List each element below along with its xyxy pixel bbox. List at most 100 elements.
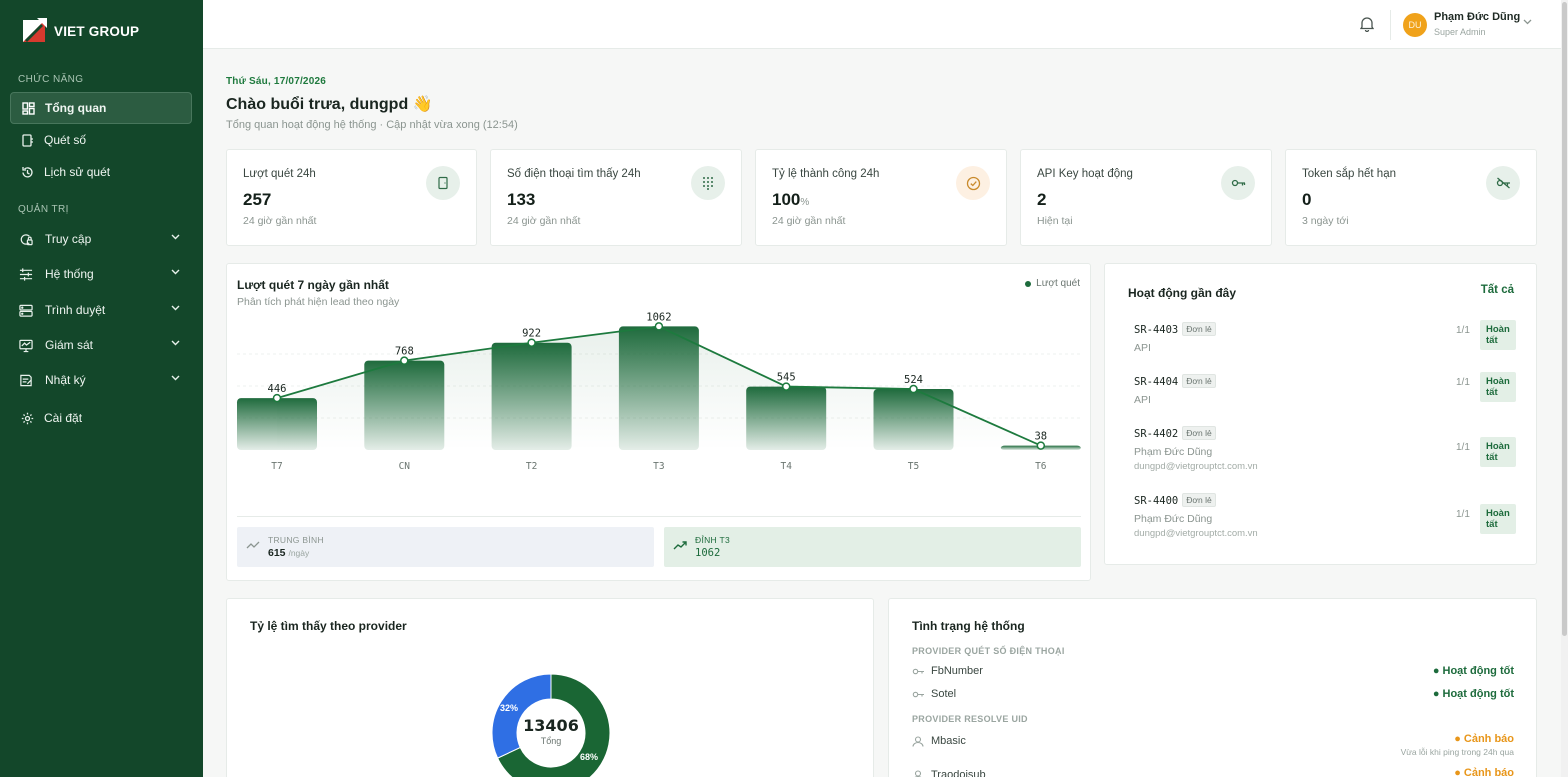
scrollbar-thumb[interactable] [1562, 2, 1567, 636]
user-name[interactable]: Phạm Đức Dũng [1434, 11, 1521, 23]
stat-title: API Key hoạt động [1037, 168, 1133, 180]
data-point[interactable] [400, 356, 409, 365]
stat-title: Lượt quét 24h [243, 168, 316, 180]
bell-icon[interactable] [1360, 16, 1374, 32]
x-tick-label: T7 [271, 461, 282, 472]
sidebar-item-label: Quét số [44, 133, 87, 147]
peak-label: ĐỈNH T3 [695, 535, 731, 545]
activity-source: Phạm Đức Dũng [1134, 446, 1213, 458]
provider-row[interactable]: Sotel ● Hoạt động tốt [912, 688, 1514, 706]
stat-value: 257 [243, 190, 272, 209]
activity-email: dungpd@vietgrouptct.com.vn [1134, 461, 1258, 472]
provider-row[interactable]: FbNumber ● Hoạt động tốt [912, 665, 1514, 683]
user-role: Super Admin [1434, 27, 1486, 37]
sidebar-item-history[interactable]: Lịch sử quét [10, 156, 192, 188]
activity-count: 1/1 [1456, 442, 1470, 453]
sidebar-item-logs[interactable]: Nhật ký [10, 364, 192, 396]
chevron-down-icon [171, 234, 180, 240]
activity-tag: Đơn lẻ [1182, 426, 1216, 440]
check-circle-icon [956, 166, 990, 200]
sidebar-item-monitor[interactable]: Giám sát [10, 329, 192, 361]
chart-bar[interactable] [746, 386, 827, 450]
scan-icon [20, 133, 34, 147]
stat-title: Số điện thoại tìm thấy 24h [507, 168, 641, 180]
data-point[interactable] [1036, 441, 1046, 450]
provider-status: ● Cảnh báo [1454, 767, 1514, 777]
activity-id: SR-4404 [1134, 376, 1179, 388]
monitor-icon [19, 338, 33, 352]
history-icon [20, 165, 34, 179]
chart-subtitle: Phân tích phát hiện lead theo ngày [237, 296, 400, 308]
chart-bar[interactable] [873, 389, 954, 450]
data-label: 524 [904, 374, 923, 386]
data-point[interactable] [781, 382, 791, 391]
dashboard-icon [21, 101, 35, 115]
stat-card-phones: Số điện thoại tìm thấy 24h 133 24 giờ gầ… [490, 149, 742, 246]
topbar: DU Phạm Đức Dũng Super Admin [203, 0, 1561, 49]
donut-slice[interactable] [491, 673, 552, 759]
activity-item[interactable]: SR-4403 Đơn lẻ API 1/1 Hoàn tất [1134, 320, 1516, 354]
data-point[interactable] [272, 393, 282, 403]
activity-item[interactable]: SR-4400 Đơn lẻ Phạm Đức Dũng dungpd@vietg… [1134, 491, 1516, 539]
key-off-icon [1486, 166, 1520, 200]
sidebar-item-overview[interactable]: Tổng quan [10, 92, 192, 124]
data-point[interactable] [654, 322, 664, 331]
chart-bar[interactable] [491, 342, 572, 450]
data-label: 1062 [646, 312, 671, 323]
activity-count: 1/1 [1456, 325, 1470, 336]
activity-id: SR-4402 [1134, 428, 1179, 440]
brand[interactable]: VIET GROUP [0, 0, 203, 62]
chevron-down-icon[interactable] [1523, 19, 1532, 25]
activity-item[interactable]: SR-4404 Đơn lẻ API 1/1 Hoàn tất [1134, 372, 1516, 406]
peak-summary: ĐỈNH T3 1062 [664, 527, 1081, 567]
sidebar-item-scan[interactable]: Quét số [10, 124, 192, 156]
sidebar-item-access[interactable]: Truy cập [10, 223, 192, 255]
trend-up-icon [673, 541, 687, 550]
data-point[interactable] [909, 384, 918, 394]
stat-value: 2 [1037, 190, 1047, 209]
chart-bar[interactable] [364, 360, 445, 450]
chart-legend[interactable]: Lượt quét [1025, 278, 1080, 289]
page-title: Chào buổi trưa, dungpd 👋 [226, 96, 433, 113]
chart-bar[interactable] [237, 398, 317, 450]
provider-status: ● Hoạt động tốt [1432, 688, 1514, 700]
stat-note: 24 giờ gần nhất [772, 215, 846, 227]
view-all-link[interactable]: Tất cả [1480, 284, 1514, 296]
sidebar-item-label: Cài đặt [44, 411, 83, 425]
provider-name: FbNumber [931, 665, 983, 677]
activity-source: API [1134, 342, 1151, 354]
chart-bar[interactable] [618, 326, 699, 450]
avatar[interactable]: DU [1403, 13, 1427, 37]
status-badge: Hoàn tất [1480, 320, 1516, 350]
status-badge: Hoàn tất [1480, 437, 1516, 467]
activity-source: Phạm Đức Dũng [1134, 513, 1213, 525]
activity-item[interactable]: SR-4402 Đơn lẻ Phạm Đức Dũng dungpd@vietg… [1134, 424, 1516, 472]
chevron-down-icon [171, 340, 180, 346]
data-point[interactable] [527, 338, 536, 347]
provider-ratio-title: Tỷ lệ tìm thấy theo provider [250, 619, 407, 633]
recent-activity-card: Hoạt động gần đây Tất cả SR-4403 Đơn lẻ A… [1104, 263, 1537, 565]
donut-slice[interactable] [496, 673, 611, 777]
topbar-divider [1390, 10, 1391, 40]
legend-label: Lượt quét [1036, 278, 1080, 289]
sidebar-item-label: Nhật ký [45, 373, 86, 387]
door-icon [426, 166, 460, 200]
section-label-features: CHỨC NĂNG [18, 74, 84, 85]
key-icon [912, 691, 924, 698]
sidebar-item-system[interactable]: Hệ thống [10, 258, 192, 290]
stat-value: 100% [772, 190, 810, 209]
access-icon [19, 232, 33, 246]
provider-status: ● Hoạt động tốt [1432, 665, 1514, 677]
sidebar-item-browser[interactable]: Trình duyệt [10, 294, 192, 326]
stat-title: Tỷ lệ thành công 24h [772, 168, 880, 180]
x-tick-label: T6 [1035, 461, 1047, 472]
provider-row[interactable]: Traodoisub ● Cảnh báo [912, 767, 1514, 777]
user-icon [912, 736, 924, 747]
status-badge: Hoàn tất [1480, 504, 1516, 534]
provider-row[interactable]: Mbasic ● Cảnh báo Vừa lỗi khi ping trong… [912, 733, 1514, 757]
chevron-down-icon [171, 305, 180, 311]
x-tick-label: T4 [780, 461, 792, 472]
donut-chart [491, 673, 611, 777]
sidebar-item-settings[interactable]: Cài đặt [10, 402, 192, 434]
stat-card-success-rate: Tỷ lệ thành công 24h 100% 24 giờ gần nhấ… [755, 149, 1007, 246]
